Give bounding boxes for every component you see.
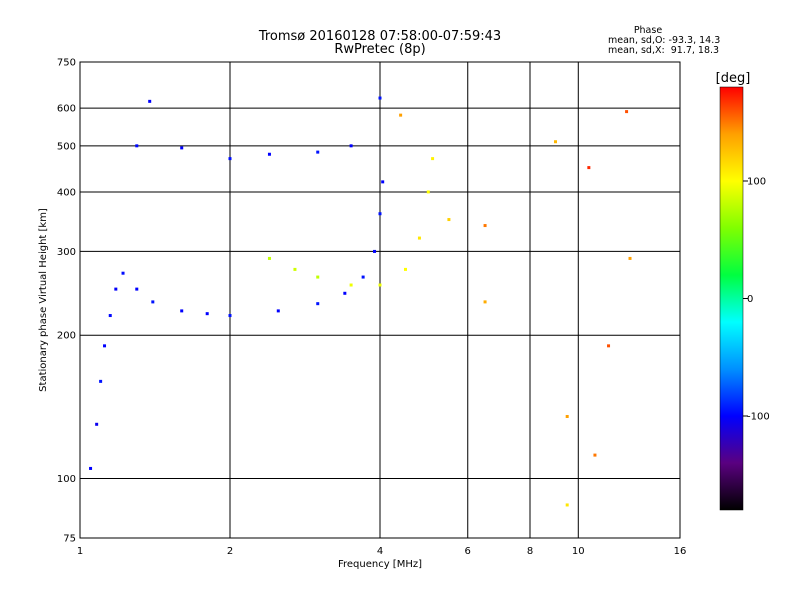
data-point-o [180, 146, 184, 150]
x-axis-ticks: 1 2 4 6 8 10 16 [77, 546, 687, 557]
colorbar-label: [deg] [716, 71, 751, 86]
data-point-o [349, 144, 353, 148]
data-point-x [417, 236, 421, 240]
y-tick-label: 75 [63, 534, 76, 545]
colorbar: [deg] 100 0 -100 [716, 71, 770, 511]
data-point-x [628, 256, 632, 260]
x-tick-label: 16 [674, 546, 687, 557]
data-point-o [121, 271, 125, 275]
y-tick-label: 500 [57, 141, 76, 152]
data-point-o [381, 180, 385, 184]
grid-lines [80, 62, 680, 538]
data-point-o [343, 291, 347, 295]
data-point-o [135, 144, 139, 148]
y-tick-label: 400 [57, 187, 76, 198]
scatter-points [89, 96, 632, 507]
data-point-o [95, 422, 99, 426]
data-point-x [378, 283, 382, 287]
y-tick-label: 200 [57, 331, 76, 342]
data-point-o [316, 302, 320, 306]
data-point-x [267, 256, 271, 260]
data-point-x [483, 224, 487, 228]
colorbar-tick-label: 100 [747, 177, 766, 188]
data-point-o [180, 309, 184, 313]
data-point-o [205, 312, 209, 316]
data-point-x [426, 190, 430, 194]
data-point-x [587, 166, 591, 170]
data-point-o [361, 275, 365, 279]
colorbar-scale [719, 86, 744, 511]
data-point-o [135, 287, 139, 291]
chart-subtitle: RwPretec (8p) [334, 42, 425, 57]
data-point-o [99, 379, 103, 383]
x-tick-label: 8 [527, 546, 533, 557]
y-axis-ticks: 75 100 200 300 400 500 600 750 [57, 58, 76, 545]
phase-heading: Phase [634, 25, 663, 36]
y-axis-title: Stationary phase Virtual Height [km] [38, 208, 49, 392]
colorbar-ticks: 100 0 -100 [743, 177, 770, 423]
data-point-o [378, 212, 382, 216]
colorbar-tick-label: -100 [747, 412, 770, 423]
data-point-x [483, 300, 487, 304]
data-point-x [316, 275, 320, 279]
data-point-x [553, 140, 557, 144]
data-point-o [114, 287, 118, 291]
x-tick-label: 10 [572, 546, 585, 557]
data-point-o [228, 157, 232, 161]
data-point-o [373, 249, 377, 253]
data-point-o [378, 96, 382, 100]
y-tick-label: 600 [57, 104, 76, 115]
x-tick-label: 6 [465, 546, 471, 557]
plot-area [79, 61, 681, 539]
x-tick-label: 2 [227, 546, 233, 557]
data-point-x [349, 283, 353, 287]
data-point-o [151, 300, 155, 304]
data-point-x [565, 503, 569, 507]
data-point-o [228, 314, 232, 318]
data-point-o [103, 344, 107, 348]
data-point-x [565, 414, 569, 418]
data-point-x [607, 344, 611, 348]
data-point-x [293, 267, 297, 271]
data-point-x [403, 267, 407, 271]
data-point-o [276, 309, 280, 313]
x-tick-label: 4 [377, 546, 383, 557]
data-point-x [431, 157, 435, 161]
x-tick-label: 1 [77, 546, 83, 557]
phase-o-stats: mean, sd,O: -93.3, 14.3 [608, 35, 720, 46]
y-tick-label: 100 [57, 474, 76, 485]
data-point-x [593, 453, 597, 457]
y-tick-label: 750 [57, 58, 76, 69]
data-point-o [267, 152, 271, 156]
data-point-o [316, 150, 320, 154]
data-point-x [447, 218, 451, 222]
phase-x-stats: mean, sd,X: 91.7, 18.3 [608, 45, 719, 56]
colorbar-tick-label: 0 [747, 294, 753, 305]
data-point-x [399, 113, 403, 117]
chart-title: Tromsø 20160128 07:58:00-07:59:43 [258, 29, 501, 44]
data-point-o [89, 466, 93, 470]
y-tick-label: 300 [57, 247, 76, 258]
x-axis-title: Frequency [MHz] [338, 559, 422, 570]
data-point-o [108, 314, 112, 318]
data-point-x [625, 110, 629, 114]
data-point-o [148, 99, 152, 103]
